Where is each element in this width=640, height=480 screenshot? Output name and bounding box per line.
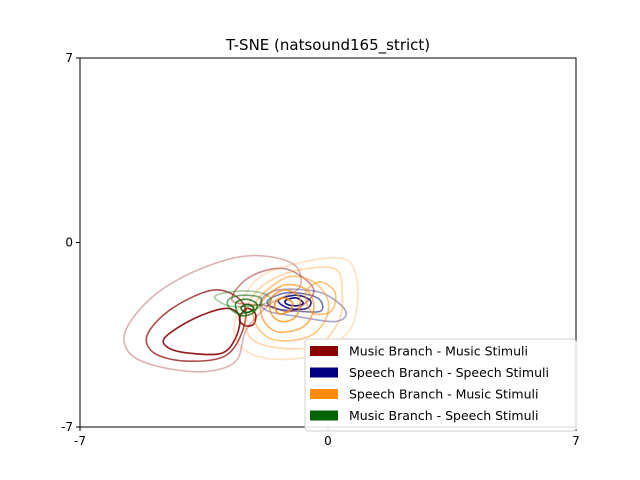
y-tick-label-2: 0 <box>65 236 73 250</box>
contour-series-2-level-1 <box>259 288 348 323</box>
contour-series-3-level-3 <box>252 275 330 342</box>
legend-label-1: Music Branch - Music Stimuli <box>349 344 528 359</box>
x-tick-label-1: -7 <box>74 434 86 448</box>
contour-series-1-level-4 <box>162 307 241 356</box>
y-tick-label-1: -7 <box>61 420 73 434</box>
legend-swatch-1 <box>310 346 338 356</box>
contour-series-4-level-3 <box>234 298 259 317</box>
contour-series-3-level-1 <box>233 256 359 361</box>
contour-series-1-level-5 <box>238 307 257 327</box>
chart-title: T-SNE (natsound165_strict) <box>225 36 430 55</box>
contour-series-3-level-7 <box>304 281 337 316</box>
contour-series-4-level-4 <box>240 303 255 314</box>
x-tick-label-3: 7 <box>572 434 580 448</box>
legend-box <box>304 338 577 432</box>
contour-series-3-level-2 <box>244 266 344 350</box>
legend: Music Branch - Music Stimuli Speech Branc… <box>304 338 577 432</box>
contour-series-1-level-1 <box>123 254 303 373</box>
contour-series-3-level-4 <box>259 283 315 334</box>
legend-label-4: Music Branch - Speech Stimuli <box>349 408 538 423</box>
contour-series-2-level-3 <box>277 294 312 311</box>
legend-swatch-2 <box>310 367 338 378</box>
density-contours <box>123 254 359 373</box>
x-tick-label-2: 0 <box>324 434 332 448</box>
legend-swatch-3 <box>310 389 338 399</box>
legend-label-3: Speech Branch - Music Stimuli <box>349 387 538 402</box>
contour-series-3-level-5 <box>268 289 302 323</box>
contour-series-3-level-6 <box>273 297 294 315</box>
y-tick-label-3: 7 <box>65 51 73 65</box>
contour-series-1-level-3 <box>145 289 247 363</box>
contour-series-1-level-2 <box>231 267 315 313</box>
legend-label-2: Speech Branch - Speech Stimuli <box>349 365 549 380</box>
legend-swatch-4 <box>310 410 338 421</box>
